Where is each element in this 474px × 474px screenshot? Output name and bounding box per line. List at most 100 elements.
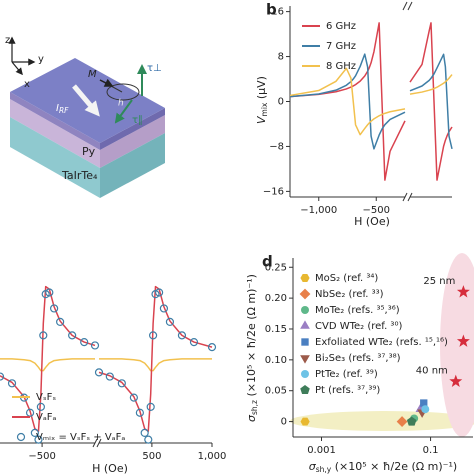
series-line <box>409 53 453 150</box>
data-point <box>56 317 65 327</box>
series-line <box>409 74 453 95</box>
x-axis-label-part: σ <box>309 460 317 473</box>
data-point <box>94 368 104 377</box>
legend-label: MoS₂ (ref. ³⁴) <box>315 273 378 284</box>
y-axis-label-part: (μV) <box>255 76 268 103</box>
x-axis-label: H (Oe) <box>354 215 390 228</box>
data-point <box>421 405 430 414</box>
legend-label: Vₘᵢₓ = VₛFₛ + VₐFₐ <box>36 432 125 443</box>
legend-label: PtTe₂ (ref. ³⁹) <box>315 369 378 380</box>
y-tick-label: 0.15 <box>265 324 287 335</box>
shaded-region <box>440 253 474 437</box>
data-point <box>90 341 100 350</box>
axis-break <box>402 1 408 11</box>
y-tick-label: 0.05 <box>265 386 287 397</box>
legend-label: 7 GHz <box>326 41 356 52</box>
tairte4-layer <box>10 117 100 198</box>
legend-label: MoTe₂ (refs. ³⁵,³⁶) <box>315 305 400 316</box>
top-layer <box>100 108 165 150</box>
data-point <box>34 435 43 444</box>
legend-label: Bi₂Se₃ (refs. ³⁷,³⁸) <box>315 353 401 364</box>
y-axis-label: Vmix (μV) <box>255 76 269 124</box>
legend-swatch <box>300 355 310 364</box>
data-point <box>36 402 45 411</box>
legend-label: CVD WTe₂ (ref. ³⁰) <box>315 321 402 332</box>
y-axis-label-part: sh,z <box>250 400 259 415</box>
highlight-point <box>456 334 470 347</box>
y-tick-label: −8 <box>269 141 284 152</box>
data-point <box>177 331 187 340</box>
data-point <box>25 408 35 417</box>
device-schematic: z y x M IRF τ⊥ τ∥ h Py TaIrTe₄ <box>5 35 165 198</box>
magnetization-label: M <box>88 69 97 80</box>
series-line <box>99 358 212 372</box>
data-point <box>129 393 138 402</box>
legend-swatch <box>300 274 310 282</box>
y-tick-label: 0 <box>278 97 284 108</box>
legend-label: NbSe₂ (ref. ³³) <box>315 289 384 300</box>
legend-label: Exfoliated WTe₂ (refs. ¹⁵,¹⁶) <box>315 337 448 348</box>
axis-break <box>402 192 408 202</box>
x-tick-label: 0.1 <box>423 445 439 456</box>
precession-cone <box>106 83 140 101</box>
data-point <box>140 428 149 438</box>
legend-swatch <box>300 320 310 329</box>
y-axis-label-part: mix <box>260 102 269 116</box>
chart-panel: −500 500 1,000 H (Oe) VₛFₛ VₐFₐ Vₘᵢₓ = VₛFₛ + … <box>0 285 226 474</box>
y-axis-label-part: V <box>255 115 268 124</box>
y-tick-label: 0 <box>281 417 287 428</box>
current-label-part: RF <box>59 106 69 115</box>
axis-label: y <box>38 54 44 65</box>
legend-swatch <box>301 338 309 346</box>
legend-label: VₛFₛ <box>36 392 56 403</box>
data-point <box>420 399 428 407</box>
data-point <box>30 428 39 438</box>
y-axis-label-part: (×10⁵ × ħ/2e (Ω m)⁻¹) <box>245 274 258 400</box>
x-axis-label-part: sh,y <box>316 465 332 474</box>
data-point <box>146 402 155 411</box>
axis-break <box>96 438 102 448</box>
series-line <box>0 358 95 372</box>
y-tick-label: −16 <box>263 186 284 197</box>
annotation: 25 nm <box>423 276 455 287</box>
x-tick-label: −500 <box>363 205 390 216</box>
data-point <box>165 317 175 327</box>
x-axis-label-part: (×10⁵ × ħ/2e (Ω m)⁻¹) <box>331 460 457 473</box>
legend-swatch <box>299 288 311 300</box>
legend-swatch <box>300 385 310 395</box>
legend-label: VₐFₐ <box>36 412 57 423</box>
annotation: 40 nm <box>416 365 448 376</box>
current-arrow <box>72 84 100 117</box>
x-tick-label: −1,000 <box>300 205 337 216</box>
series-line <box>289 67 406 136</box>
data-point <box>50 304 59 313</box>
data-point <box>207 343 217 352</box>
field-label: h <box>118 99 124 109</box>
legend-swatch <box>301 306 309 314</box>
data-point <box>148 331 158 340</box>
panel-letter: d <box>262 253 273 271</box>
x-axis-label: H (Oe) <box>92 462 128 474</box>
legend-swatch <box>16 432 26 442</box>
legend-label: 8 GHz <box>326 61 356 72</box>
y-tick-label: 0.25 <box>265 262 287 273</box>
x-tick-label: −500 <box>28 451 55 462</box>
axis-label: x <box>24 79 30 90</box>
legend-swatch <box>301 370 309 378</box>
top-layer <box>10 92 100 150</box>
y-tick-label: 0.10 <box>265 355 287 366</box>
data-point <box>45 288 54 297</box>
chart-panel: b −1,000 −500 16 8 0 −8 −16 H (Oe) Vmix (μV) 6 GHz… <box>255 1 453 228</box>
data-point <box>300 417 310 426</box>
torque-arrow <box>114 99 133 124</box>
y-tick-label: 16 <box>271 7 284 18</box>
series-line <box>0 285 96 432</box>
axis-arrow <box>11 61 23 76</box>
x-tick-label: 0.001 <box>307 445 336 456</box>
axis-break <box>407 1 413 11</box>
data-point <box>406 416 417 426</box>
y-tick-label: 8 <box>278 52 284 63</box>
y-axis-label-part: σ <box>245 414 258 422</box>
legend-label: Pt (refs. ³⁷,³⁹) <box>315 385 380 396</box>
